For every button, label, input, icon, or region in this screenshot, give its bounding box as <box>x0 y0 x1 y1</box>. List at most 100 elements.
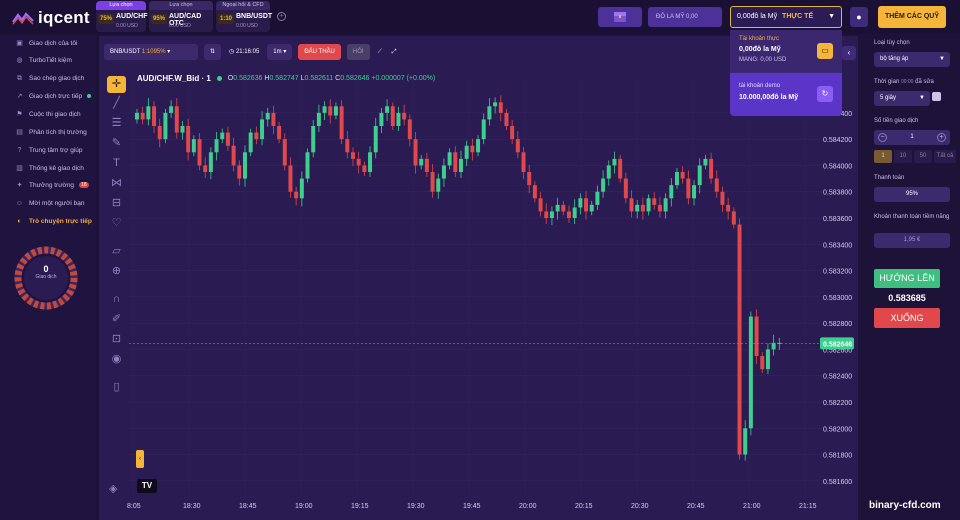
down-button[interactable]: XUỐNG <box>874 308 940 328</box>
asset-tab-aud-cad-otc[interactable]: Lựa chọn 95% AUD/CAD OTC 0.00 USD <box>149 1 213 32</box>
copy-icon: ⧉ <box>17 74 22 82</box>
magnet-icon: ∩ <box>112 293 121 305</box>
layers-button[interactable]: ◈ <box>109 482 117 495</box>
real-account-value: 0,00đô la Mỹ <box>739 46 781 53</box>
user-profile-button[interactable]: ● <box>850 7 868 27</box>
candle <box>225 132 230 146</box>
asset-tab-bnb-usdt[interactable]: Ngoại hối & CFD 1:10 BNB/USDT 0.00 USD <box>216 1 272 32</box>
pattern-tool[interactable]: ⋈ <box>107 175 126 192</box>
price-tick-label: 0.583000 <box>823 295 852 302</box>
price-chart[interactable]: 0.5844000.5842000.5840000.5838000.583600… <box>99 36 858 520</box>
sidebar-item-live-chat[interactable]: ◐ Trò chuyện trực tiếp <box>15 216 91 226</box>
option-type-select[interactable]: bộ tăng áp ▼ <box>874 52 950 67</box>
asset-tab-name: AUD/CAD OTC <box>169 13 202 27</box>
usd-deposit-button[interactable]: ĐÔ LA MỸ 0,00 <box>648 7 722 27</box>
favorites-tool[interactable]: ♡ <box>107 215 126 232</box>
account-balance-select[interactable]: 0,00đô la Mỹ THỰC TẾ ▼ <box>730 6 842 28</box>
sidebar-item-rewards[interactable]: ✦ Thưởng trường 18 <box>15 180 89 190</box>
text-tool[interactable]: T <box>107 155 126 172</box>
sidebar-item-label: TurboTiết kiệm <box>29 56 72 64</box>
sidebar-item-live-trades[interactable]: ↗ Giao dịch trực tiếp <box>15 91 92 101</box>
sidebar-item-contest[interactable]: ⚑ Cuộc thi giao dịch <box>15 109 81 119</box>
quick-amount-10[interactable]: 10 <box>894 150 912 163</box>
add-asset-tab-icon[interactable]: + <box>277 12 286 21</box>
chat-icon: ◐ <box>17 217 22 225</box>
time-value: 5 giây <box>880 95 897 101</box>
crosshair-tool[interactable]: ✛ <box>107 76 126 93</box>
indicators-button[interactable]: ⟋ <box>376 44 384 60</box>
sidebar-item-market-analysis[interactable]: ▤ Phân tích thị trường <box>15 127 87 137</box>
asset-tab-category: Ngoại hối & CFD <box>216 1 270 10</box>
quick-amount-1[interactable]: 1 <box>874 150 892 163</box>
chart-pair: BNB/USDT <box>110 49 141 55</box>
brand-logo[interactable]: iqcent <box>12 8 90 28</box>
visibility-tool[interactable]: ◉ <box>107 351 126 368</box>
candle <box>737 224 742 455</box>
collapse-panel-handle[interactable]: ‹ <box>136 450 144 468</box>
ruler-tool[interactable]: ▱ <box>107 243 126 260</box>
current-price: 0.583685 <box>888 293 926 303</box>
up-button[interactable]: HƯỚNG LÊN <box>874 269 940 288</box>
candle <box>174 106 179 133</box>
time-tick-label: 8:05 <box>127 503 141 510</box>
price-tick-label: 0.583800 <box>823 190 852 197</box>
real-account-option[interactable]: Tài khoản thực 0,00đô la Mỹ MANG: 0,00 U… <box>730 30 842 72</box>
promo-chest-button[interactable] <box>598 7 642 27</box>
candle <box>208 152 213 172</box>
sidebar-item-label: Giao dịch trực tiếp <box>29 92 83 100</box>
candle <box>277 126 282 140</box>
time-select[interactable]: 5 giây ▼ <box>874 91 930 106</box>
sidebar-item-turbo-savings[interactable]: ◍ TurboTiết kiệm <box>15 55 72 65</box>
candle <box>135 112 139 120</box>
time-tick-label: 19:00 <box>295 503 313 510</box>
time-tick-label: 19:15 <box>351 503 369 510</box>
sidebar-item-trade-stats[interactable]: ▥ Thống kê giao dịch <box>15 163 84 173</box>
live-trades-icon: ↗ <box>16 92 23 100</box>
sidebar-item-label: Cuộc thi giao dịch <box>29 110 81 118</box>
logo-icon <box>12 12 34 25</box>
amount-stepper[interactable]: 1 <box>874 130 950 145</box>
lock-tool[interactable]: ⊡ <box>107 331 126 348</box>
interval-select[interactable]: 1m ▾ <box>267 44 293 60</box>
tradingview-logo[interactable]: TV <box>137 479 157 493</box>
amount-minus-icon[interactable]: − <box>878 133 887 142</box>
payout-label: Thanh toán <box>874 175 905 181</box>
candle <box>197 139 202 166</box>
chevron-left-icon: ‹ <box>847 48 851 57</box>
bid-button[interactable]: ĐẤU THẦU <box>298 44 341 60</box>
fullscreen-button[interactable]: ⤢ <box>390 44 399 60</box>
candle <box>487 106 492 120</box>
candles-type-button[interactable]: ⇅ <box>204 44 222 60</box>
quick-amount-all[interactable]: Tất cả <box>934 150 956 163</box>
fib-tool[interactable]: ☰ <box>107 115 126 132</box>
chart-toolbar: BNB/USDT 1:1095% ▾ ⇅ ◷ 21:16:05 1m ▾ ĐẤU… <box>104 44 399 60</box>
delete-tool[interactable]: ▯ <box>107 379 126 396</box>
sidebar-item-copy-trading[interactable]: ⧉ Sao chép giao dịch <box>15 73 84 83</box>
add-funds-button[interactable]: THÊM CÁC QUỸ <box>878 6 946 28</box>
candle <box>612 158 617 166</box>
sidebar-item-my-trades[interactable]: ▣ Giao dịch của tôi <box>15 38 77 48</box>
potential-payout-field: 1,95 € <box>874 233 950 248</box>
asset-tab-aud-chf[interactable]: Lựa chọn 75% AUD/CHF 0.00 USD <box>96 1 148 32</box>
stay-drawing-tool[interactable]: ✐ <box>107 311 126 328</box>
candle <box>271 112 276 126</box>
quick-amount-50[interactable]: 50 <box>914 150 932 163</box>
brush-tool[interactable]: ✎ <box>107 135 126 152</box>
candle <box>243 152 247 179</box>
chart-pair-select[interactable]: BNB/USDT 1:1095% ▾ <box>104 44 198 60</box>
amount-plus-icon[interactable]: + <box>937 133 946 142</box>
zoom-tool[interactable]: ⊕ <box>107 263 126 280</box>
sidebar-item-invite-friend[interactable]: ☺ Mời một người bạn <box>15 198 85 208</box>
candle <box>726 204 731 212</box>
ask-button[interactable]: HỎI <box>346 44 370 60</box>
asset-tab-payout: 95% <box>151 14 168 24</box>
projection-tool[interactable]: ⊟ <box>107 195 126 212</box>
demo-account-option[interactable]: tài khoản demo 10.000,00đô la Mỹ ↻ <box>730 73 842 116</box>
gift-icon: ✦ <box>16 181 23 189</box>
fixed-time-toggle[interactable] <box>932 92 941 101</box>
sidebar-item-help-center[interactable]: ? Trung tâm trợ giúp <box>15 145 83 155</box>
magnet-tool[interactable]: ∩ <box>107 291 126 308</box>
trend-line-tool[interactable]: ╱ <box>107 95 126 112</box>
candle <box>413 139 418 166</box>
chart-collapse-button[interactable]: ‹ <box>842 46 856 60</box>
